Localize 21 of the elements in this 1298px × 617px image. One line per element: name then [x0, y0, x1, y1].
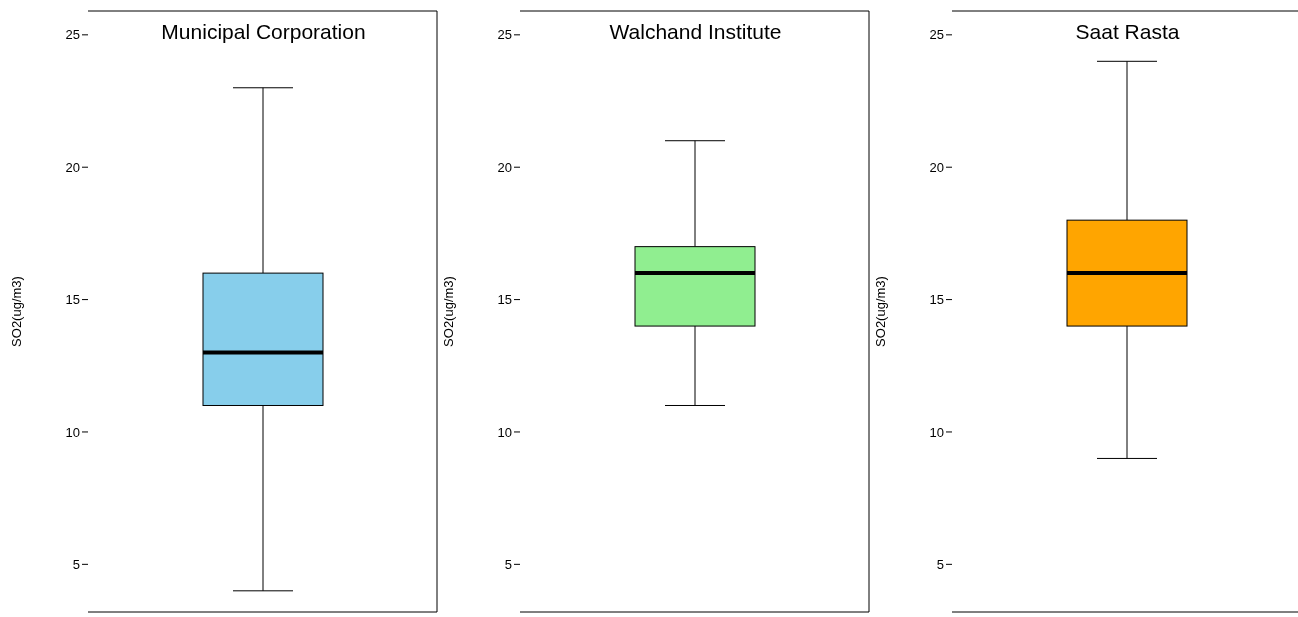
y-tick-label: 15 [929, 292, 944, 308]
y-tick-label: 15 [497, 292, 512, 308]
y-tick-label: 25 [929, 27, 944, 43]
chart-title: Saat Rasta [1074, 20, 1181, 44]
y-tick-label: 5 [504, 556, 512, 572]
y-tick-label: 10 [929, 424, 944, 440]
y-tick-label: 20 [497, 159, 512, 175]
chart-title: Walchand Institute [608, 20, 783, 44]
y-axis-title: SO2(ug/m3) [440, 276, 456, 347]
y-tick-label: 5 [936, 556, 944, 572]
y-tick-label: 20 [65, 159, 80, 175]
y-tick-label: 20 [929, 159, 944, 175]
y-tick-label: 25 [497, 27, 512, 43]
y-tick-label: 10 [497, 424, 512, 440]
y-tick-label: 10 [65, 424, 80, 440]
chart-title: Municipal Corporation [160, 20, 367, 44]
y-tick-label: 15 [65, 292, 80, 308]
y-axis-title: SO2(ug/m3) [8, 276, 24, 347]
y-tick-label: 5 [72, 556, 80, 572]
y-axis-title: SO2(ug/m3) [872, 276, 888, 347]
y-tick-label: 25 [65, 27, 80, 43]
